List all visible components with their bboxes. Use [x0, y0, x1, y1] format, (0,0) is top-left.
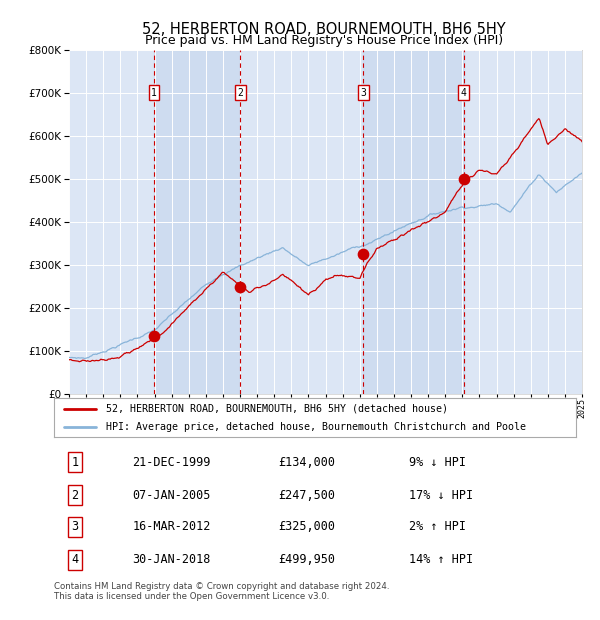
Text: 52, HERBERTON ROAD, BOURNEMOUTH, BH6 5HY (detached house): 52, HERBERTON ROAD, BOURNEMOUTH, BH6 5HY… — [106, 404, 448, 414]
Text: Contains HM Land Registry data © Crown copyright and database right 2024.
This d: Contains HM Land Registry data © Crown c… — [54, 582, 389, 601]
Text: 07-JAN-2005: 07-JAN-2005 — [133, 489, 211, 502]
Text: 3: 3 — [361, 87, 366, 97]
Text: 2: 2 — [238, 87, 243, 97]
Text: 1: 1 — [151, 87, 157, 97]
Text: £325,000: £325,000 — [278, 520, 335, 533]
Point — [149, 331, 159, 341]
Text: 1: 1 — [71, 456, 79, 469]
Bar — [363, 50, 464, 394]
Text: 9% ↓ HPI: 9% ↓ HPI — [409, 456, 466, 469]
Text: Price paid vs. HM Land Registry's House Price Index (HPI): Price paid vs. HM Land Registry's House … — [145, 34, 503, 47]
Point — [236, 282, 245, 292]
Text: £134,000: £134,000 — [278, 456, 335, 469]
Bar — [154, 50, 241, 394]
Text: 3: 3 — [71, 520, 79, 533]
Text: 30-JAN-2018: 30-JAN-2018 — [133, 554, 211, 567]
Text: 17% ↓ HPI: 17% ↓ HPI — [409, 489, 473, 502]
Text: HPI: Average price, detached house, Bournemouth Christchurch and Poole: HPI: Average price, detached house, Bour… — [106, 422, 526, 432]
Point — [459, 174, 469, 184]
Text: £499,950: £499,950 — [278, 554, 335, 567]
Text: 4: 4 — [461, 87, 467, 97]
Text: 14% ↑ HPI: 14% ↑ HPI — [409, 554, 473, 567]
Text: £247,500: £247,500 — [278, 489, 335, 502]
Point — [358, 249, 368, 259]
Text: 2% ↑ HPI: 2% ↑ HPI — [409, 520, 466, 533]
Text: 21-DEC-1999: 21-DEC-1999 — [133, 456, 211, 469]
Text: 2: 2 — [71, 489, 79, 502]
Text: 16-MAR-2012: 16-MAR-2012 — [133, 520, 211, 533]
Text: 4: 4 — [71, 554, 79, 567]
Text: 52, HERBERTON ROAD, BOURNEMOUTH, BH6 5HY: 52, HERBERTON ROAD, BOURNEMOUTH, BH6 5HY — [142, 22, 506, 37]
